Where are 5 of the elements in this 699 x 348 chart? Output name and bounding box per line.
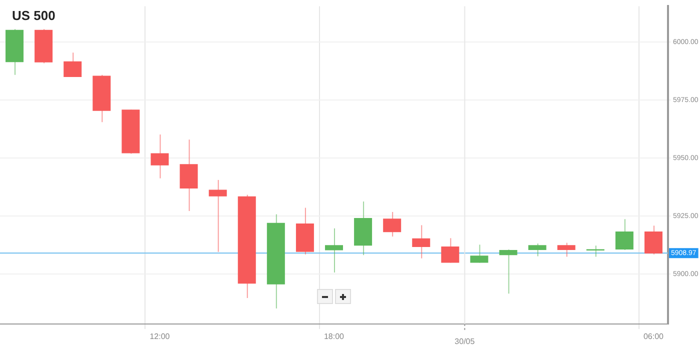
chart-title: US 500 — [12, 8, 56, 23]
text: 30/05 — [454, 337, 476, 346]
x-tick-label: 18:00 — [324, 332, 345, 342]
x-tick-label: 06:00 — [643, 332, 664, 342]
x-tick-label: 12:00 — [150, 332, 170, 342]
